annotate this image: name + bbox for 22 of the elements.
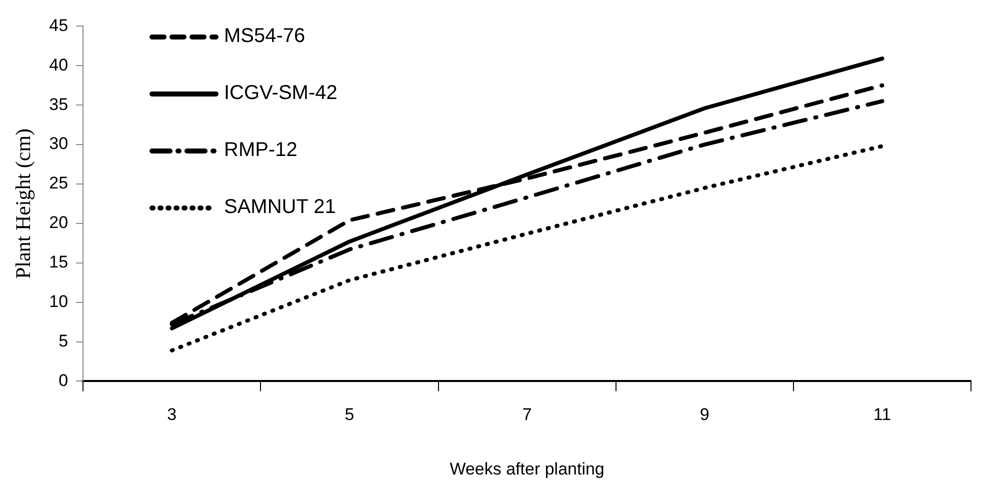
x-tick-label: 7 xyxy=(522,405,532,424)
x-axis-title: Weeks after planting xyxy=(450,459,604,478)
y-tick-label: 5 xyxy=(58,331,68,350)
y-tick-label: 15 xyxy=(49,252,68,272)
y-tick-label: 40 xyxy=(49,55,68,74)
y-tick-label: 10 xyxy=(49,292,68,311)
x-tick-label: 11 xyxy=(873,405,892,424)
legend-label: ICGV-SM-42 xyxy=(224,82,338,105)
x-tick-label: 5 xyxy=(344,405,354,424)
y-tick-label: 25 xyxy=(49,174,68,193)
y-tick-label: 45 xyxy=(49,16,68,35)
y-axis-title: Plant Height (cm) xyxy=(11,128,36,279)
y-tick-label: 0 xyxy=(58,370,68,390)
x-tick-label: 9 xyxy=(700,405,710,424)
y-tick-label: 20 xyxy=(49,213,68,232)
legend-label: SAMNUT 21 xyxy=(224,196,336,219)
line-series xyxy=(170,144,884,352)
legend-label: MS54-76 xyxy=(224,25,306,48)
y-tick-label: 35 xyxy=(49,94,68,114)
legend-label: RMP-12 xyxy=(224,139,298,162)
x-tick-label: 3 xyxy=(167,405,177,424)
y-tick-label: 30 xyxy=(49,134,68,154)
